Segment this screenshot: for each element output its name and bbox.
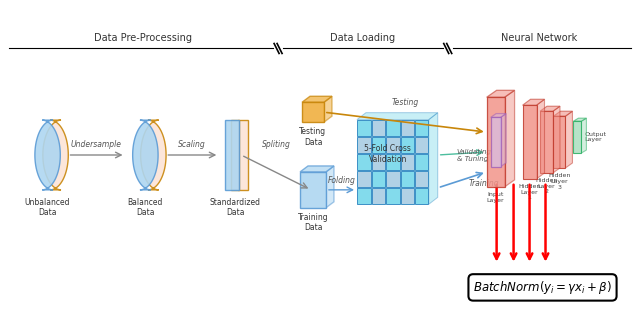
Text: Scaling: Scaling xyxy=(179,140,206,149)
Polygon shape xyxy=(326,166,334,208)
Polygon shape xyxy=(486,90,515,97)
Polygon shape xyxy=(536,99,545,179)
Bar xyxy=(357,188,371,204)
Text: Training: Training xyxy=(468,179,499,188)
Bar xyxy=(386,188,399,204)
Bar xyxy=(401,154,414,170)
Bar xyxy=(415,171,428,187)
Bar xyxy=(415,154,428,170)
Text: 5-Fold Cross
Validation: 5-Fold Cross Validation xyxy=(364,144,412,164)
Bar xyxy=(300,172,326,208)
Bar xyxy=(491,117,500,167)
Bar xyxy=(372,154,385,170)
Text: Undersample: Undersample xyxy=(71,140,122,149)
Text: Testing: Testing xyxy=(392,98,419,107)
Polygon shape xyxy=(324,96,332,122)
Polygon shape xyxy=(553,106,560,173)
Bar xyxy=(386,120,399,136)
Polygon shape xyxy=(35,120,60,190)
Polygon shape xyxy=(573,118,586,121)
Polygon shape xyxy=(540,106,560,111)
Polygon shape xyxy=(238,120,248,190)
Bar xyxy=(401,137,414,153)
Bar xyxy=(372,120,385,136)
Polygon shape xyxy=(43,120,68,190)
Polygon shape xyxy=(300,166,334,172)
Polygon shape xyxy=(141,120,166,190)
Bar xyxy=(401,120,414,136)
Bar xyxy=(357,171,371,187)
Polygon shape xyxy=(357,113,438,120)
Text: Neural Network: Neural Network xyxy=(501,33,578,42)
Text: Hidden
Layer
3: Hidden Layer 3 xyxy=(548,173,571,189)
Polygon shape xyxy=(491,113,506,117)
Text: Hidden
Layer
1: Hidden Layer 1 xyxy=(518,184,541,201)
Polygon shape xyxy=(581,118,586,153)
Bar xyxy=(231,120,239,190)
Text: Folding: Folding xyxy=(328,176,355,185)
Bar xyxy=(415,137,428,153)
Text: Hidden
Layer
2: Hidden Layer 2 xyxy=(535,178,557,194)
Bar xyxy=(386,154,399,170)
Bar xyxy=(357,137,371,153)
Bar xyxy=(554,116,566,168)
Text: Data Pre-Processing: Data Pre-Processing xyxy=(94,33,193,42)
Bar xyxy=(522,105,536,179)
Bar xyxy=(225,120,239,190)
Bar xyxy=(357,154,371,170)
Bar xyxy=(401,171,414,187)
Bar xyxy=(302,102,324,122)
Text: $\mathit{BatchNorm}(y_i = \gamma x_i + \beta)$: $\mathit{BatchNorm}(y_i = \gamma x_i + \… xyxy=(473,279,612,296)
Polygon shape xyxy=(566,111,572,168)
Text: Testing
Data: Testing Data xyxy=(300,127,326,147)
Bar xyxy=(401,188,414,204)
Bar xyxy=(372,171,385,187)
Text: Spliting: Spliting xyxy=(262,140,291,149)
Bar xyxy=(486,97,504,187)
Polygon shape xyxy=(500,113,506,167)
Text: Training
Data: Training Data xyxy=(298,213,328,232)
Bar xyxy=(540,111,553,173)
Text: Validating
& Tuning: Validating & Tuning xyxy=(457,149,492,162)
Text: Balanced
Data: Balanced Data xyxy=(128,198,163,217)
Bar xyxy=(386,171,399,187)
Bar xyxy=(372,137,385,153)
Bar xyxy=(386,137,399,153)
Bar xyxy=(415,120,428,136)
Polygon shape xyxy=(522,99,545,105)
Bar xyxy=(573,121,581,153)
Text: Input
Layer: Input Layer xyxy=(487,192,504,203)
Text: Output
Layer: Output Layer xyxy=(584,132,607,143)
Bar xyxy=(357,120,371,136)
Polygon shape xyxy=(132,120,158,190)
Bar xyxy=(415,188,428,204)
Polygon shape xyxy=(554,111,572,116)
Polygon shape xyxy=(302,96,332,102)
Text: Unbalanced
Data: Unbalanced Data xyxy=(25,198,70,217)
Text: Standardized
Data: Standardized Data xyxy=(210,198,260,217)
Text: Data Loading: Data Loading xyxy=(330,33,396,42)
Bar xyxy=(372,188,385,204)
Polygon shape xyxy=(429,113,438,204)
Polygon shape xyxy=(504,90,515,187)
